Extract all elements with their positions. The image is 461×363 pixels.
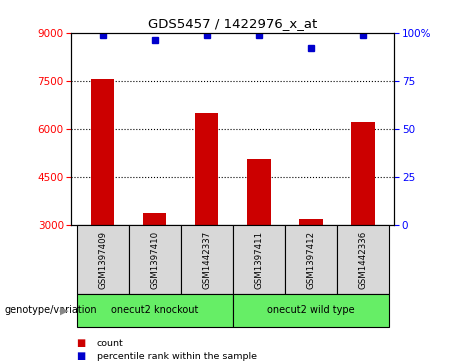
Bar [129,225,181,294]
Bar [233,294,389,327]
Bar [143,213,166,225]
Text: onecut2 wild type: onecut2 wild type [267,305,355,315]
Text: GSM1442336: GSM1442336 [358,231,367,289]
Text: genotype/variation: genotype/variation [5,305,97,315]
Bar [299,219,323,225]
Bar [181,225,233,294]
Text: onecut2 knockout: onecut2 knockout [111,305,198,315]
Text: GSM1397412: GSM1397412 [307,231,315,289]
Text: ■: ■ [76,338,85,348]
Text: ▶: ▶ [60,305,68,315]
Bar [285,225,337,294]
Text: GSM1397411: GSM1397411 [254,231,263,289]
Text: percentile rank within the sample: percentile rank within the sample [97,352,257,361]
Text: GSM1397410: GSM1397410 [150,231,159,289]
Text: count: count [97,339,124,347]
Bar [91,79,114,225]
Title: GDS5457 / 1422976_x_at: GDS5457 / 1422976_x_at [148,17,318,30]
Bar [337,225,389,294]
Text: GSM1442337: GSM1442337 [202,231,211,289]
Bar [233,225,285,294]
Bar [351,122,375,225]
Bar [247,159,271,225]
Text: ■: ■ [76,351,85,362]
Text: GSM1397409: GSM1397409 [98,231,107,289]
Bar [77,294,233,327]
Bar [77,225,129,294]
Bar [195,114,219,225]
